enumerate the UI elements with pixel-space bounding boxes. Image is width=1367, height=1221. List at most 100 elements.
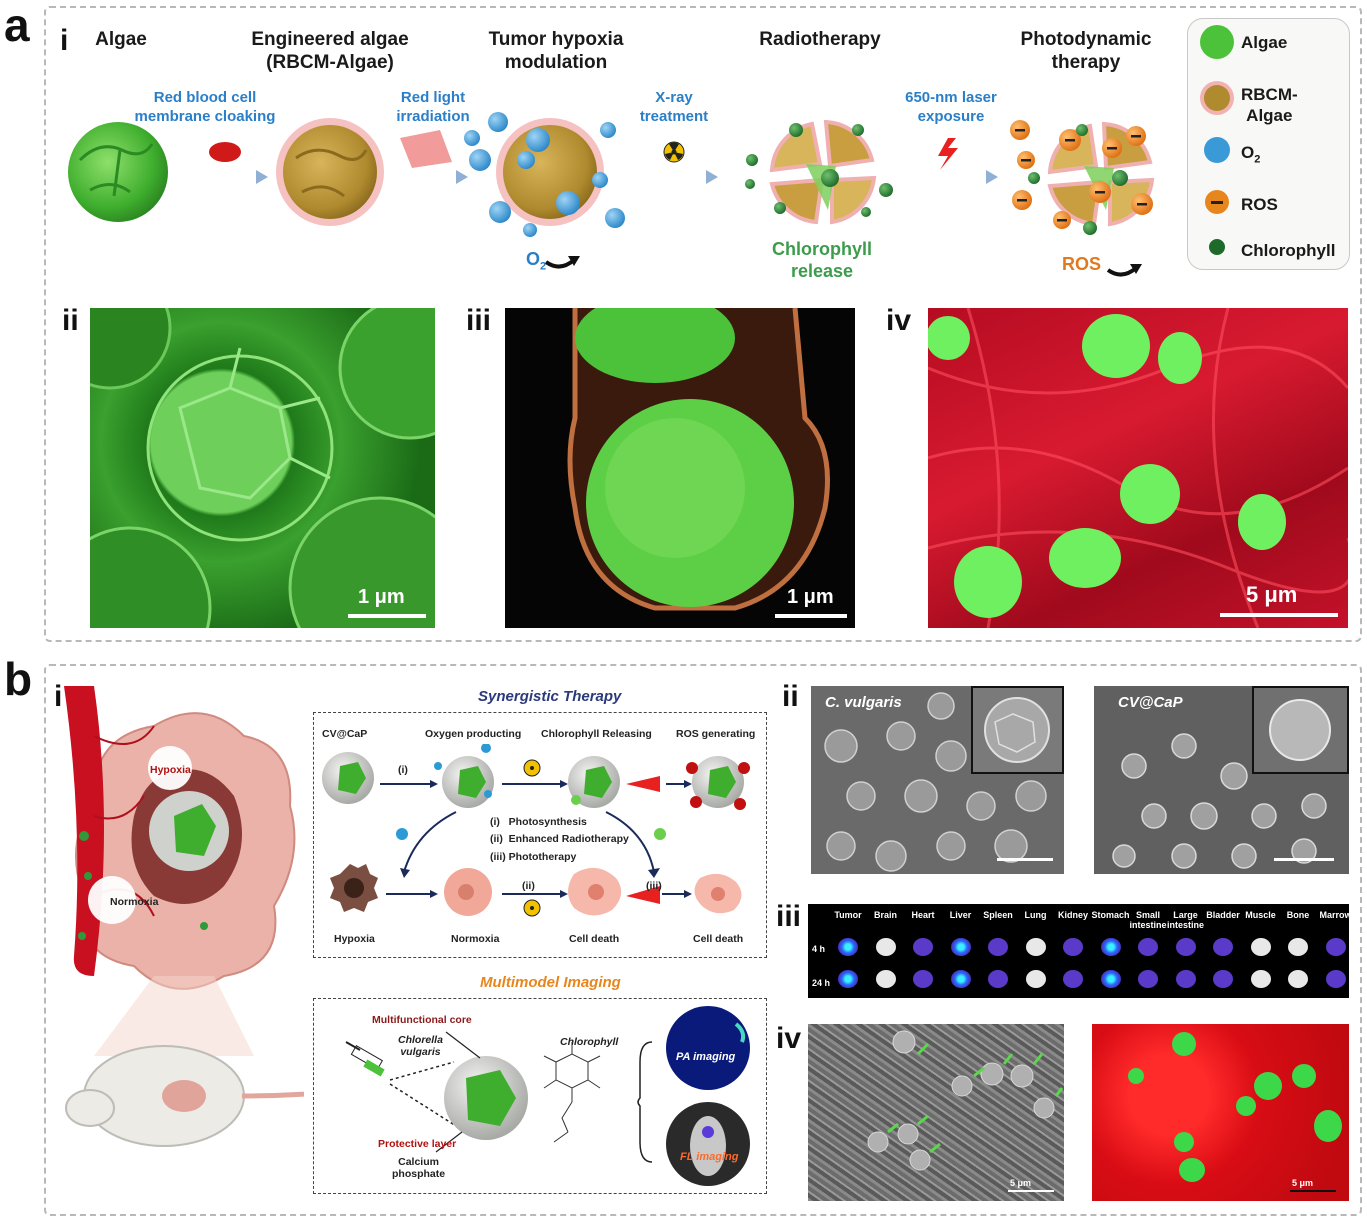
fluorescence-tumor-tissue-image: 5 μm	[1092, 1024, 1349, 1201]
mechanism-list-1: (i) Photosynthesis	[490, 816, 587, 828]
scale-bar-a-iii	[775, 614, 847, 618]
organ-signal	[1213, 970, 1233, 988]
organ-label: Brain	[873, 910, 897, 920]
sem-cvulgaris-label: C. vulgaris	[825, 694, 902, 711]
red-light-beam-icon-2	[626, 886, 660, 904]
red-blood-cell-icon	[209, 142, 241, 162]
bottom-label-normoxia: Normoxia	[451, 933, 500, 945]
bottom-label-cell-death-1: Cell death	[569, 933, 620, 945]
red-light-label: Red light irradiation	[396, 89, 470, 125]
organ-label: Heart	[911, 910, 935, 920]
organ-signal	[1175, 970, 1196, 988]
panel-a-frame	[44, 6, 1362, 642]
panel-a-letter: a	[4, 0, 30, 51]
panel-b-letter: b	[4, 653, 33, 705]
organ-signal	[1288, 938, 1308, 956]
organ-label: Muscle	[1245, 910, 1276, 920]
sem-cvulgaris-inset	[971, 686, 1064, 774]
panel-b-ii-label: ii	[782, 680, 799, 713]
organ-signal	[1025, 938, 1046, 956]
time-24h-label: 24 h	[812, 978, 831, 988]
radiation-small-icon-1	[523, 759, 541, 777]
mechanism-list-2: (ii) Enhanced Radiotherapy	[490, 833, 629, 845]
organ-signal	[1063, 938, 1083, 956]
sem-cvulgaris-image: C. vulgaris	[811, 686, 1064, 874]
organ-label: Liver	[949, 910, 972, 920]
organ-label: Bladder	[1206, 910, 1240, 920]
organ-label: Bone	[1286, 910, 1310, 920]
organ-label: Lung	[1024, 910, 1047, 920]
synergistic-therapy-box	[313, 712, 767, 958]
step-title-pdt: Photodynamic therapy	[1020, 29, 1152, 73]
bottom-label-cell-death-2: Cell death	[693, 933, 744, 945]
red-light-beam-icon	[626, 776, 660, 792]
legend-algae-label: Algae	[1241, 33, 1288, 52]
organ-signal	[1325, 970, 1346, 988]
legend-algae-icon	[1200, 25, 1234, 59]
oxygen-particle-icon	[434, 744, 494, 808]
organ-label: Tumor	[834, 910, 862, 920]
rbcm-algae-icon	[276, 118, 384, 226]
organ-label: Kidney	[1057, 910, 1088, 920]
scale-bar-b-iv-left	[1008, 1190, 1054, 1192]
organ-label: Marrow	[1319, 910, 1349, 920]
organ-signal	[988, 970, 1008, 988]
col-label-oxygen: Oxygen producting	[425, 728, 522, 740]
organ-signal	[875, 970, 896, 988]
legend-chlorophyll-icon	[1209, 239, 1225, 255]
red-light-icon	[400, 130, 452, 168]
sem-cvcap-label: CV@CaP	[1118, 694, 1183, 711]
organ-signal	[1138, 938, 1158, 956]
o2-producing-algae-icon	[464, 112, 625, 237]
xray-label: X-ray treatment	[639, 89, 709, 125]
organ-signal	[1025, 970, 1046, 988]
organ-label: Small intestine	[1129, 910, 1167, 930]
multimodel-imaging-title: Multimodel Imaging	[480, 974, 621, 991]
organ-signal	[1213, 938, 1233, 956]
broken-algae-icon	[745, 119, 893, 225]
legend-o2-icon	[1204, 137, 1230, 163]
legend-o2-label: O2	[1241, 143, 1261, 166]
organ-signal	[1250, 970, 1271, 988]
panel-b-i-label: i	[54, 680, 63, 713]
o2-increase-arrow	[544, 258, 576, 269]
synergistic-therapy-diagram	[322, 744, 750, 917]
sem-cvcap-inset	[1252, 686, 1349, 774]
rbc-cloaking-label: Red blood cell membrane cloaking	[134, 89, 276, 125]
sem-tumor-tissue-image: 5 μm	[808, 1024, 1064, 1201]
scale-label-b-iv-right: 5 μm	[1292, 1178, 1314, 1188]
step-iii-label: (iii)	[646, 880, 662, 892]
sem-cvcap-image: CV@CaP	[1094, 686, 1349, 874]
o2-increase-label: O2	[526, 249, 547, 273]
scale-label-a-ii: 1 μm	[358, 586, 405, 608]
normoxia-cell-icon	[444, 868, 492, 916]
legend-ros-label: ROS	[1241, 195, 1278, 214]
step-i-label: (i)	[398, 764, 408, 776]
organ-label: Large intestine	[1166, 910, 1204, 930]
legend-rbcm-label: RBCM- Algae	[1241, 85, 1298, 125]
cell-death-icon-2	[694, 873, 742, 914]
panel-a-i-label: i	[60, 24, 69, 57]
organ-signal	[1288, 970, 1308, 988]
organ-signal	[875, 938, 896, 956]
hypoxia-tag: Hypoxia	[150, 764, 191, 776]
scale-bar-a-ii	[348, 614, 426, 618]
radiation-icon	[663, 141, 685, 163]
laser-bolt-icon	[938, 138, 958, 170]
tumor-mouse-illustration	[64, 686, 304, 1147]
legend-icons	[1200, 25, 1234, 255]
pa-imaging-icon	[666, 1006, 750, 1090]
scale-label-a-iv: 5 μm	[1246, 582, 1298, 607]
mechanism-list-3: (iii) Phototherapy	[490, 851, 577, 863]
synergistic-therapy-title: Synergistic Therapy	[478, 688, 622, 705]
fl-imaging-label: FL imaging	[680, 1151, 739, 1163]
hypoxia-cell-icon	[330, 864, 378, 912]
laser-label: 650-nm laser exposure	[905, 89, 997, 125]
scale-label-a-iii: 1 μm	[787, 586, 834, 608]
ros-particle-icon	[686, 756, 750, 810]
scale-bar-b-iv-right	[1290, 1190, 1336, 1192]
scale-bar-b-ii-left	[997, 858, 1053, 861]
cvcap-large-particle-icon	[444, 1056, 528, 1140]
ros-increase-label: ROS	[1062, 254, 1102, 274]
panel-b-frame	[44, 664, 1362, 1216]
